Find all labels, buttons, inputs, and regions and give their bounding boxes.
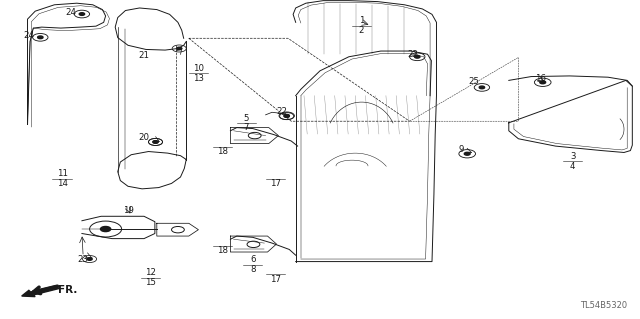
Circle shape: [153, 141, 158, 143]
Circle shape: [464, 152, 470, 155]
Text: 24: 24: [65, 8, 76, 17]
Text: 4: 4: [570, 162, 575, 171]
Circle shape: [284, 115, 289, 117]
Text: 16: 16: [535, 74, 547, 83]
Circle shape: [100, 226, 111, 232]
Circle shape: [87, 258, 92, 260]
Text: 5: 5: [244, 114, 249, 122]
Circle shape: [38, 36, 43, 39]
Text: 1: 1: [359, 16, 364, 25]
Text: 22: 22: [276, 107, 287, 116]
Text: 8: 8: [250, 265, 255, 274]
Text: 2: 2: [359, 26, 364, 35]
Text: 9: 9: [458, 145, 463, 154]
Circle shape: [415, 56, 420, 58]
Text: 25: 25: [468, 77, 479, 86]
Text: 15: 15: [145, 278, 156, 287]
Circle shape: [153, 141, 158, 143]
Text: 24: 24: [23, 31, 35, 40]
Text: FR.: FR.: [58, 285, 77, 295]
Text: 17: 17: [269, 179, 281, 188]
Text: 11: 11: [56, 169, 68, 178]
Text: 19: 19: [123, 206, 133, 215]
Circle shape: [479, 86, 484, 89]
Text: 12: 12: [145, 268, 156, 277]
Text: 13: 13: [193, 74, 204, 83]
Circle shape: [177, 47, 182, 50]
Circle shape: [540, 81, 546, 84]
Text: 23: 23: [77, 256, 89, 264]
Text: 7: 7: [244, 123, 249, 132]
Text: 6: 6: [250, 256, 255, 264]
Circle shape: [79, 13, 84, 15]
Text: 10: 10: [193, 64, 204, 73]
Circle shape: [284, 115, 289, 117]
Text: TL54B5320: TL54B5320: [580, 301, 627, 310]
Text: 18: 18: [217, 147, 228, 156]
FancyArrow shape: [22, 286, 59, 297]
Text: 21: 21: [138, 51, 150, 60]
Text: 17: 17: [269, 275, 281, 284]
Text: 22: 22: [407, 50, 419, 59]
Text: 14: 14: [56, 179, 68, 188]
Text: 18: 18: [217, 246, 228, 255]
Text: 20: 20: [138, 133, 150, 142]
Text: 3: 3: [570, 152, 575, 161]
